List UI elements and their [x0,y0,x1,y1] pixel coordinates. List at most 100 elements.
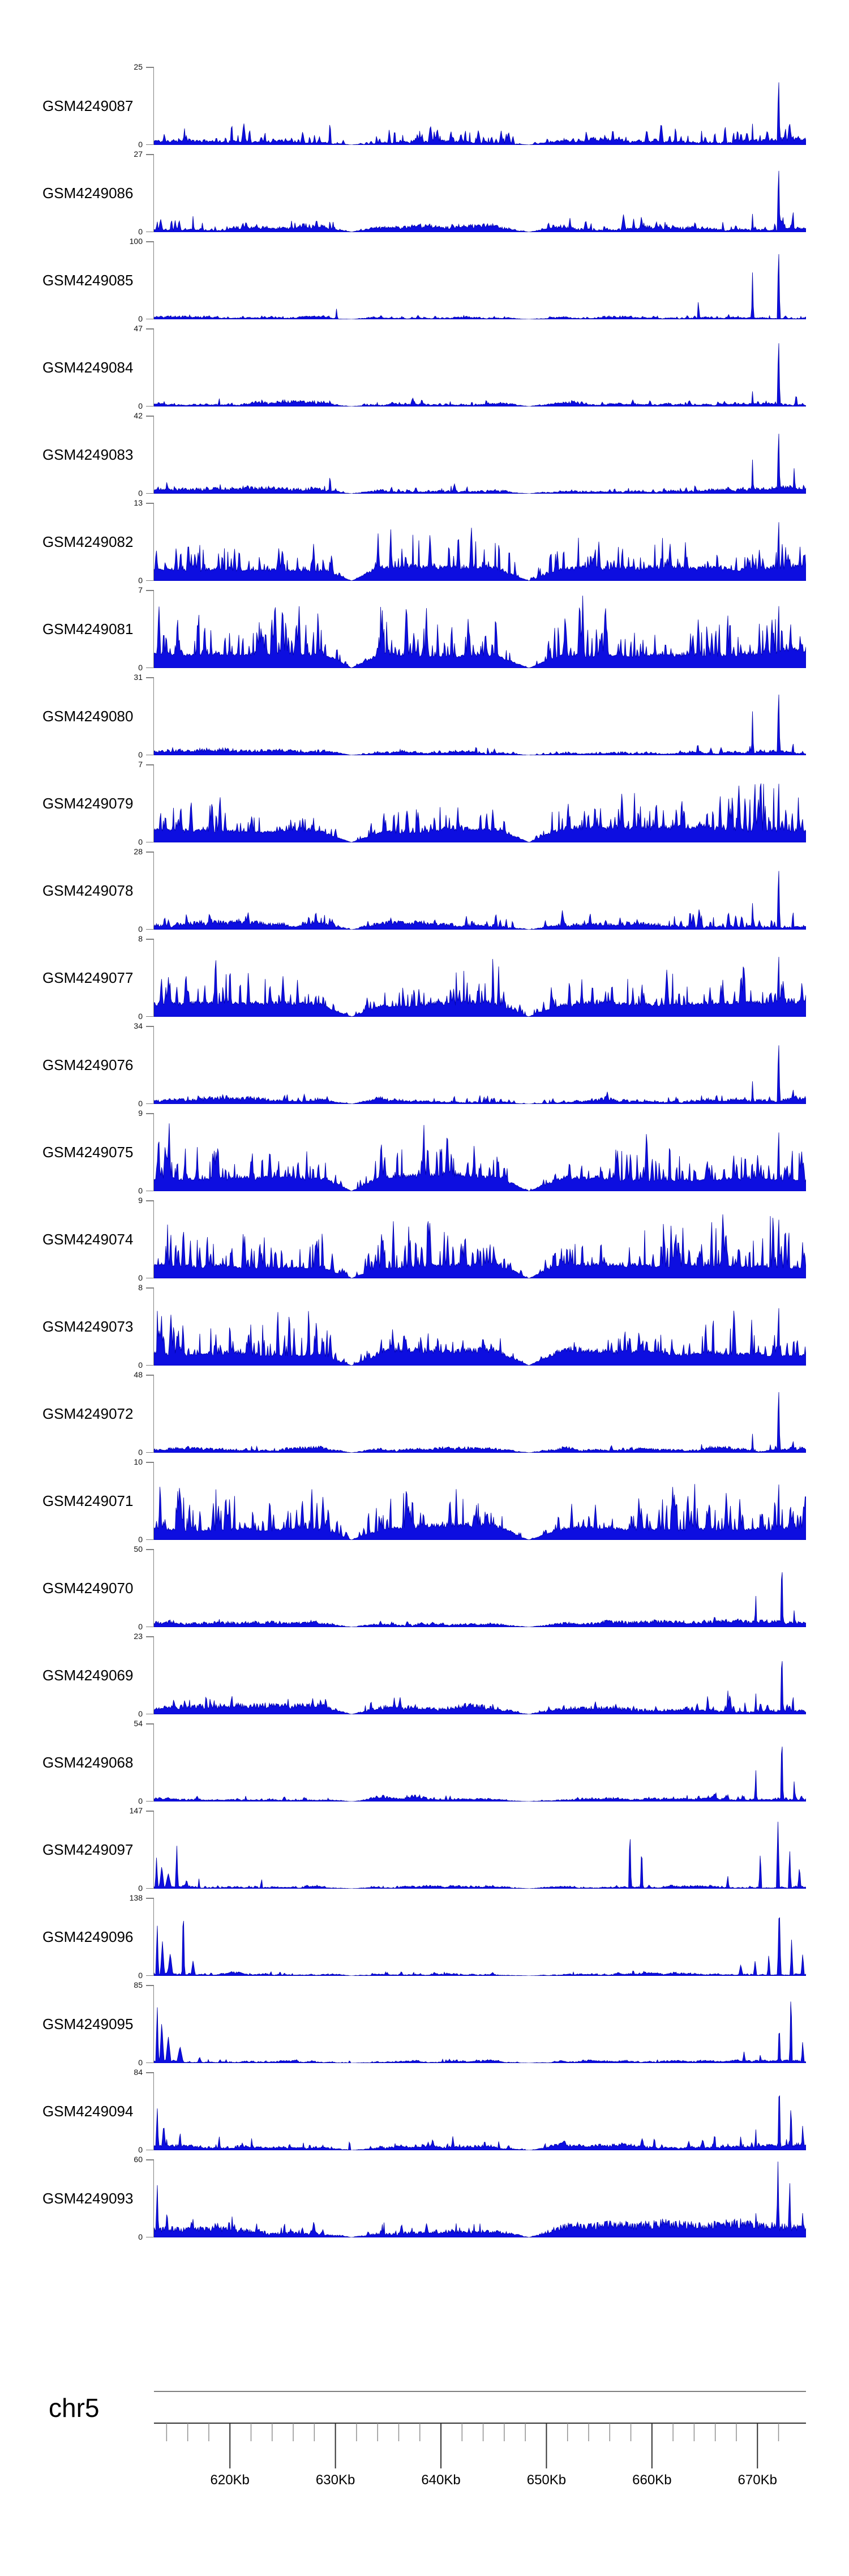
track-label: GSM4249080 [42,708,134,725]
track-row: GSM4249079 7 0 [0,760,849,846]
track-yzero-value: 0 [138,1448,143,1457]
coverage-signal-plot [154,434,806,494]
track-label: GSM4249079 [42,795,134,812]
coverage-signal-area [154,1484,806,1540]
track-label: GSM4249085 [42,272,134,289]
axis-bracket-tick [146,2149,154,2150]
coverage-signal-area [154,1214,806,1278]
coverage-signal-area [154,957,806,1017]
track-ymax-value: 7 [138,585,143,594]
coverage-signal-area [154,1123,806,1191]
coverage-signal-area [154,1917,806,1976]
coverage-signal-area [154,522,806,581]
coverage-signal-area [154,1746,806,1802]
track-row: GSM4249095 85 0 [0,1980,849,2067]
axis-bracket-tick [146,1190,154,1191]
axis-bracket-tick [146,503,154,504]
coverage-signal-area [154,434,806,494]
axis-bracket-line [153,67,154,145]
track-label: GSM4249076 [42,1056,134,1073]
ruler-tick-label: 650Kb [527,2472,566,2488]
axis-bracket-tick [146,67,154,68]
track-yzero-value: 0 [138,2058,143,2067]
axis-bracket-line [153,1636,154,1714]
axis-bracket-line [153,2072,154,2150]
coverage-signal-plot [154,694,806,755]
track-yzero-value: 0 [138,576,143,585]
track-ymax-value: 31 [134,673,143,682]
coverage-signal-area [154,2161,806,2237]
track-ymax-value: 27 [134,149,143,159]
track-ymax-value: 54 [134,1719,143,1728]
track-yzero-value: 0 [138,663,143,672]
track-row: GSM4249069 23 0 [0,1632,849,1718]
track-ymax-value: 9 [138,1196,143,1205]
coverage-signal-plot [154,871,806,930]
track-label: GSM4249068 [42,1754,134,1771]
axis-bracket-tick [146,1626,154,1627]
track-label: GSM4249069 [42,1667,134,1684]
track-yzero-value: 0 [138,1012,143,1021]
coverage-signal-plot [154,2161,806,2237]
track-yzero-value: 0 [138,140,143,149]
track-yzero-value: 0 [138,1535,143,1544]
track-ymax-value: 60 [134,2155,143,2164]
coverage-signal-plot [154,1572,806,1627]
ruler-tick-label: 660Kb [632,2472,671,2488]
track-label: GSM4249082 [42,533,134,550]
axis-bracket-tick [146,928,154,930]
coverage-signal-plot [154,596,806,668]
axis-bracket-line [153,241,154,319]
track-yzero-value: 0 [138,1884,143,1893]
track-label: GSM4249095 [42,2016,134,2032]
track-row: GSM4249093 60 0 [0,2155,849,2241]
track-yzero-value: 0 [138,489,143,498]
coverage-signal-area [154,2095,806,2150]
track-label: GSM4249077 [42,969,134,986]
chromosome-label: chr5 [49,2393,100,2423]
coverage-signal-plot [154,1308,806,1366]
track-ymax-value: 50 [134,1544,143,1554]
track-row: GSM4249070 50 0 [0,1544,849,1631]
track-label: GSM4249086 [42,185,134,202]
track-label: GSM4249073 [42,1318,134,1335]
axis-bracket-tick [146,328,154,330]
track-row: GSM4249080 31 0 [0,673,849,759]
track-label: GSM4249071 [42,1492,134,1509]
track-row: GSM4249076 34 0 [0,1021,849,1108]
coverage-signal-plot [154,2095,806,2150]
track-row: GSM4249086 27 0 [0,149,849,236]
axis-bracket-line [153,154,154,232]
axis-bracket-tick [146,667,154,668]
coverage-signal-area [154,1308,806,1366]
axis-bracket-tick [146,1811,154,1812]
axis-bracket-tick [146,2072,154,2073]
coverage-signal-plot [154,957,806,1017]
axis-bracket-line [153,764,154,842]
axis-bracket-line [153,1026,154,1104]
track-label: GSM4249096 [42,1928,134,1945]
coverage-signal-plot [154,254,806,319]
axis-bracket-line [153,1898,154,1976]
coverage-signal-area [154,82,806,145]
track-row: GSM4249075 9 0 [0,1109,849,1195]
axis-bracket-tick [146,580,154,581]
axis-bracket-tick [146,1103,154,1104]
axis-bracket-line [153,1985,154,2063]
coverage-signal-plot [154,170,806,232]
axis-bracket-line [153,590,154,668]
axis-bracket-tick [146,1277,154,1278]
track-row: GSM4249073 8 0 [0,1283,849,1370]
track-ymax-value: 7 [138,760,143,769]
track-ymax-value: 100 [129,237,143,246]
axis-bracket-tick [146,1888,154,1889]
track-yzero-value: 0 [138,1099,143,1108]
track-row: GSM4249071 10 0 [0,1457,849,1544]
track-yzero-value: 0 [138,750,143,759]
coverage-signal-plot [154,343,806,406]
track-label: GSM4249093 [42,2190,134,2207]
coverage-signal-plot [154,1661,806,1714]
track-ymax-value: 84 [134,2068,143,2077]
track-ymax-value: 8 [138,1283,143,1292]
